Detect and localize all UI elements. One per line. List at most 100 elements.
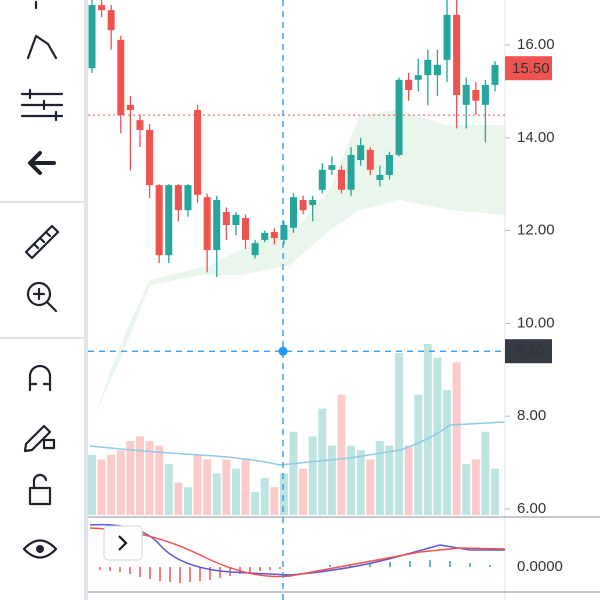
- last-price-box: [505, 56, 552, 81]
- volume-bar: [145, 441, 154, 515]
- candle-body: [395, 79, 403, 155]
- icon-unlock[interactable]: [28, 486, 52, 506]
- volume-bar: [203, 459, 212, 515]
- last-price-label: 15.50: [512, 60, 550, 77]
- candle-body: [491, 64, 499, 85]
- candle-body: [443, 14, 451, 60]
- icon-eye-pupil: [36, 545, 44, 553]
- signal-line: [89, 527, 506, 578]
- volume-bar: [97, 459, 106, 515]
- candle-body: [366, 149, 374, 170]
- candle-body: [462, 84, 470, 105]
- volume-bar: [164, 464, 173, 515]
- macd-axis-label: 0.0000: [517, 558, 563, 575]
- icon-back[interactable]: [28, 151, 56, 175]
- toolbar: [0, 0, 88, 600]
- candle-body: [136, 120, 144, 130]
- candle-body: [242, 218, 250, 240]
- candle-body: [203, 197, 211, 251]
- volume-bar: [107, 454, 116, 515]
- volume-bar: [174, 482, 183, 515]
- candle-body: [280, 225, 288, 240]
- candle-body: [309, 199, 317, 206]
- candle-layer: [88, 0, 499, 277]
- volume-bar: [337, 394, 346, 515]
- icon-pattern[interactable]: [26, 34, 58, 60]
- y-tick-label: 14.00: [517, 129, 555, 146]
- icon-unlock-shackle: [32, 473, 48, 490]
- candle-body: [405, 79, 413, 91]
- volume-bar: [88, 454, 96, 515]
- volume-bar: [231, 468, 240, 515]
- icon-pencil-lock[interactable]: [23, 424, 52, 453]
- candle-body: [328, 165, 336, 170]
- candle-body: [299, 199, 307, 211]
- candle-body: [261, 232, 269, 240]
- candle-body: [222, 212, 230, 226]
- macd-bars-neg: [99, 567, 281, 583]
- expand-button[interactable]: [103, 525, 143, 561]
- candle-body: [385, 154, 393, 175]
- candle-body: [194, 109, 202, 195]
- y-tick-label: 8.00: [517, 407, 546, 424]
- volume-bar: [452, 362, 461, 515]
- candle-body: [98, 5, 106, 11]
- volume-bar: [155, 445, 164, 515]
- volume-bar: [212, 473, 221, 515]
- volume-bar: [279, 473, 288, 515]
- volume-bar: [260, 478, 269, 515]
- volume-bar: [481, 431, 490, 515]
- volume-bar: [251, 491, 260, 515]
- volume-bar: [385, 445, 394, 515]
- volume-bar: [366, 459, 375, 515]
- expand-chevron: [118, 535, 128, 551]
- volume-bar: [395, 353, 404, 515]
- volume-bar: [318, 408, 327, 515]
- candle-body: [357, 145, 365, 161]
- icon-magnet[interactable]: [28, 364, 52, 392]
- candle-body: [481, 84, 489, 105]
- candle-body: [213, 199, 221, 251]
- candle-body: [337, 169, 345, 190]
- volume-bar: [222, 459, 231, 515]
- icon-ruler[interactable]: [24, 224, 60, 260]
- volume-bar: [126, 441, 135, 515]
- icon-eye[interactable]: [22, 539, 58, 559]
- volume-bar: [347, 445, 356, 515]
- volume-bar: [462, 464, 471, 515]
- candle-body: [251, 243, 259, 256]
- volume-bar: [135, 436, 144, 515]
- volume-ma: [89, 421, 506, 466]
- icon-zoom[interactable]: [26, 281, 52, 307]
- volume-bar: [414, 394, 423, 515]
- candle-body: [146, 129, 154, 186]
- volume-bar: [443, 390, 452, 515]
- volume-bar: [241, 459, 250, 515]
- candle-body: [117, 39, 125, 116]
- macd-histogram: [99, 560, 491, 583]
- y-tick-label: 6.00: [517, 500, 546, 517]
- volume-bar: [193, 454, 202, 515]
- crosshair-price-label: 9.40: [515, 343, 544, 360]
- candle-body: [126, 104, 134, 110]
- candle-body: [376, 174, 384, 181]
- volume-bar: [471, 459, 480, 515]
- volume-bar: [183, 487, 192, 515]
- candle-body: [472, 90, 480, 101]
- overlay: 15.50 9.40: [88, 56, 552, 364]
- volume-bar: [299, 468, 308, 515]
- y-tick-label: 10.00: [517, 314, 555, 331]
- icon-fib[interactable]: [20, 88, 64, 122]
- toolbar-border: [84, 0, 88, 600]
- candle-body: [290, 197, 297, 228]
- volume-bar: [116, 450, 125, 515]
- candle-body: [107, 10, 115, 31]
- candle-body: [347, 154, 355, 190]
- volume-bar: [308, 436, 317, 515]
- volume-bar: [404, 445, 413, 515]
- crosshair-price-box: [505, 339, 552, 364]
- candle-body: [414, 75, 422, 80]
- candle-body: [88, 5, 96, 69]
